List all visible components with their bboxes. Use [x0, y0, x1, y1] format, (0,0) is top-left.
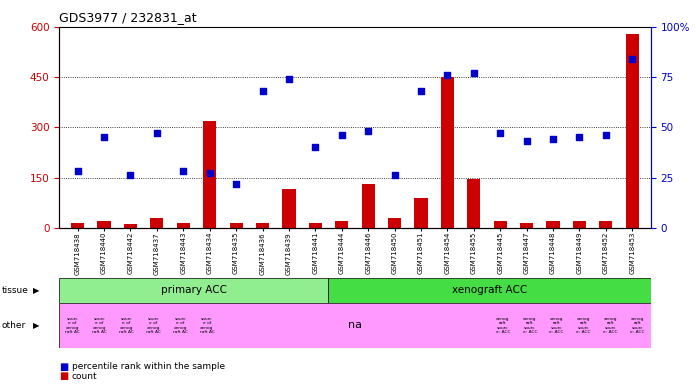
Text: ▶: ▶: [33, 286, 40, 295]
Point: [204, 170, 215, 177]
Bar: [441, 77, 454, 228]
Bar: [59, 278, 328, 303]
Bar: [230, 223, 243, 228]
Point: [72, 169, 84, 175]
Bar: [467, 179, 480, 228]
Point: [416, 88, 427, 94]
Text: other: other: [1, 321, 26, 330]
Bar: [283, 189, 296, 228]
Bar: [309, 223, 322, 228]
Point: [230, 180, 242, 187]
Bar: [256, 223, 269, 228]
Bar: [388, 218, 401, 228]
Text: xenog
raft
sourc
e: ACC: xenog raft sourc e: ACC: [576, 316, 591, 334]
Point: [283, 76, 294, 82]
Bar: [414, 198, 427, 228]
Text: sourc
e of
xenog
raft AC: sourc e of xenog raft AC: [119, 316, 134, 334]
Point: [177, 169, 189, 175]
Point: [257, 88, 268, 94]
Point: [600, 132, 611, 138]
Text: xenog
raft
sourc
e: ACC: xenog raft sourc e: ACC: [496, 316, 510, 334]
Point: [468, 70, 480, 76]
Bar: [203, 121, 216, 228]
Text: na: na: [348, 320, 362, 331]
Bar: [546, 221, 560, 228]
Point: [521, 138, 532, 144]
Bar: [361, 184, 374, 228]
Bar: [150, 218, 164, 228]
Point: [626, 56, 638, 62]
Text: xenograft ACC: xenograft ACC: [452, 285, 527, 295]
Bar: [573, 221, 586, 228]
Text: GDS3977 / 232831_at: GDS3977 / 232831_at: [59, 12, 197, 25]
Point: [310, 144, 321, 151]
Text: tissue: tissue: [1, 286, 29, 295]
Text: sourc
e of
xenog
raft AC: sourc e of xenog raft AC: [146, 316, 161, 334]
Bar: [335, 221, 349, 228]
Text: ■: ■: [59, 362, 68, 372]
Text: ■: ■: [59, 371, 68, 381]
Text: xenog
raft
sourc
e: ACC: xenog raft sourc e: ACC: [523, 316, 537, 334]
Point: [442, 72, 453, 78]
Text: percentile rank within the sample: percentile rank within the sample: [72, 362, 225, 371]
Bar: [599, 221, 612, 228]
Point: [125, 172, 136, 179]
Point: [389, 172, 400, 179]
Bar: [626, 33, 639, 228]
Point: [151, 130, 162, 136]
Bar: [328, 278, 651, 303]
Bar: [520, 223, 533, 228]
Bar: [71, 223, 84, 228]
Bar: [177, 223, 190, 228]
Text: xenog
raft
sourc
e: ACC: xenog raft sourc e: ACC: [630, 316, 644, 334]
Point: [548, 136, 559, 142]
Text: sourc
e of
xenog
raft AC: sourc e of xenog raft AC: [65, 316, 80, 334]
Text: primary ACC: primary ACC: [161, 285, 227, 295]
Point: [363, 128, 374, 134]
Point: [495, 130, 506, 136]
Point: [99, 134, 110, 141]
Text: xenog
raft
sourc
e: ACC: xenog raft sourc e: ACC: [549, 316, 564, 334]
Text: sourc
e of
xenog
raft AC: sourc e of xenog raft AC: [173, 316, 188, 334]
Bar: [97, 221, 111, 228]
Text: sourc
e of
xenog
raft AC: sourc e of xenog raft AC: [200, 316, 214, 334]
Point: [336, 132, 347, 138]
Bar: [493, 221, 507, 228]
Text: xenog
raft
sourc
e: ACC: xenog raft sourc e: ACC: [603, 316, 617, 334]
Point: [574, 134, 585, 141]
Bar: [124, 224, 137, 228]
Text: count: count: [72, 372, 97, 381]
Text: ▶: ▶: [33, 321, 40, 330]
Text: sourc
e of
xenog
raft AC: sourc e of xenog raft AC: [92, 316, 107, 334]
